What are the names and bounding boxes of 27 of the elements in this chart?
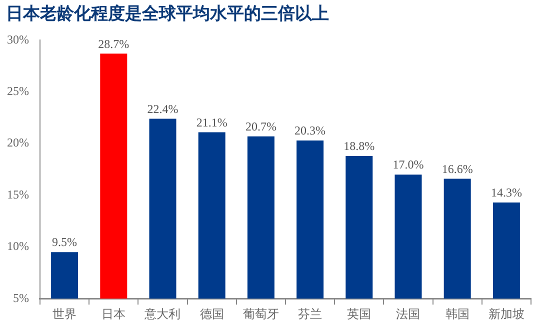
x-tick-label: 韩国 xyxy=(445,306,470,321)
data-label: 20.3% xyxy=(294,124,326,138)
y-tick-label: 30% xyxy=(6,32,29,46)
y-tick-label: 25% xyxy=(6,84,29,98)
y-tick-label: 15% xyxy=(6,187,29,202)
x-tick-label: 德国 xyxy=(200,306,224,321)
data-label: 28.7% xyxy=(98,36,130,51)
x-tick-label: 芬兰 xyxy=(298,306,322,321)
x-tick-label: 法国 xyxy=(396,306,420,321)
y-tick-label: 5% xyxy=(12,290,29,305)
data-label: 14.3% xyxy=(490,186,522,200)
data-label: 17.0% xyxy=(392,158,424,172)
data-label: 9.5% xyxy=(52,235,78,250)
data-label: 16.6% xyxy=(442,162,473,176)
data-label: 22.4% xyxy=(147,102,178,116)
x-tick-label: 英国 xyxy=(347,306,372,321)
x-tick-label: 意大利 xyxy=(144,306,181,321)
x-tick-label: 新加坡 xyxy=(488,306,524,321)
data-label: 18.8% xyxy=(344,139,375,154)
y-tick-label: 10% xyxy=(6,239,29,254)
x-tick-label: 世界 xyxy=(52,306,77,321)
data-label: 21.1% xyxy=(196,115,228,130)
x-tick-label: 葡萄牙 xyxy=(242,306,279,321)
chart-title: 日本老龄化程度是全球平均水平的三倍以上 xyxy=(6,3,329,25)
y-tick-label: 20% xyxy=(6,136,29,150)
data-label: 20.7% xyxy=(245,119,276,134)
x-tick-label: 日本 xyxy=(102,306,126,321)
